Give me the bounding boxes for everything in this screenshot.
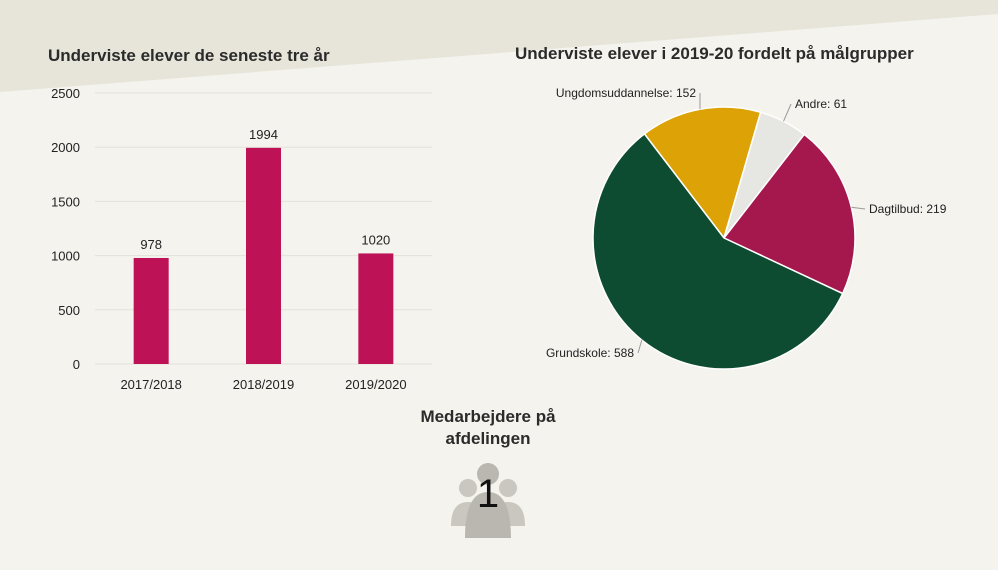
y-tick-label-2: 1000 bbox=[51, 249, 80, 264]
y-tick-label-0: 0 bbox=[73, 357, 80, 372]
pie-label-andre: Andre: 61 bbox=[795, 97, 847, 111]
pie-label-dagtilbud: Dagtilbud: 219 bbox=[869, 202, 947, 216]
pie-leader-line-1 bbox=[783, 103, 792, 122]
y-tick-label-1: 500 bbox=[58, 303, 80, 318]
pie-label-ungdomsuddannelse: Ungdomsuddannelse: 152 bbox=[556, 86, 696, 100]
pie-label-grundskole: Grundskole: 588 bbox=[546, 346, 634, 360]
staff-title: Medarbejdere på afdelingen bbox=[388, 406, 588, 450]
y-tick-label-5: 2500 bbox=[51, 86, 80, 101]
staff-section: Medarbejdere på afdelingen 1 bbox=[388, 406, 588, 548]
staff-title-line1: Medarbejdere på bbox=[420, 407, 556, 426]
y-tick-label-3: 1500 bbox=[51, 194, 80, 209]
y-tick-label-4: 2000 bbox=[51, 140, 80, 155]
bar-data-label-1: 1994 bbox=[249, 127, 278, 142]
x-tick-label-0: 2017/2018 bbox=[120, 377, 181, 392]
bar-2018/2019 bbox=[246, 147, 281, 364]
x-tick-label-1: 2018/2019 bbox=[233, 377, 294, 392]
pie-chart-title: Underviste elever i 2019-20 fordelt på m… bbox=[515, 44, 914, 63]
pie-slice-dagtilbud bbox=[722, 133, 856, 295]
staff-title-line2: afdelingen bbox=[445, 429, 531, 448]
bar-data-label-0: 978 bbox=[140, 237, 162, 252]
bar-chart-title: Underviste elever de seneste tre år bbox=[48, 46, 330, 65]
x-tick-label-2: 2019/2020 bbox=[345, 377, 406, 392]
pie-leader-line-3 bbox=[637, 339, 643, 354]
bar-data-label-2: 1020 bbox=[361, 232, 390, 247]
people-group-icon bbox=[451, 463, 525, 538]
pie-slice-ungdomsuddannelse bbox=[643, 106, 762, 240]
pie-leader-line-2 bbox=[851, 206, 866, 210]
staff-icon-wrap: 1 bbox=[443, 458, 533, 548]
staff-count: 1 bbox=[476, 472, 500, 516]
bar-2017/2018 bbox=[133, 257, 169, 364]
bar-2019/2020 bbox=[358, 253, 394, 364]
